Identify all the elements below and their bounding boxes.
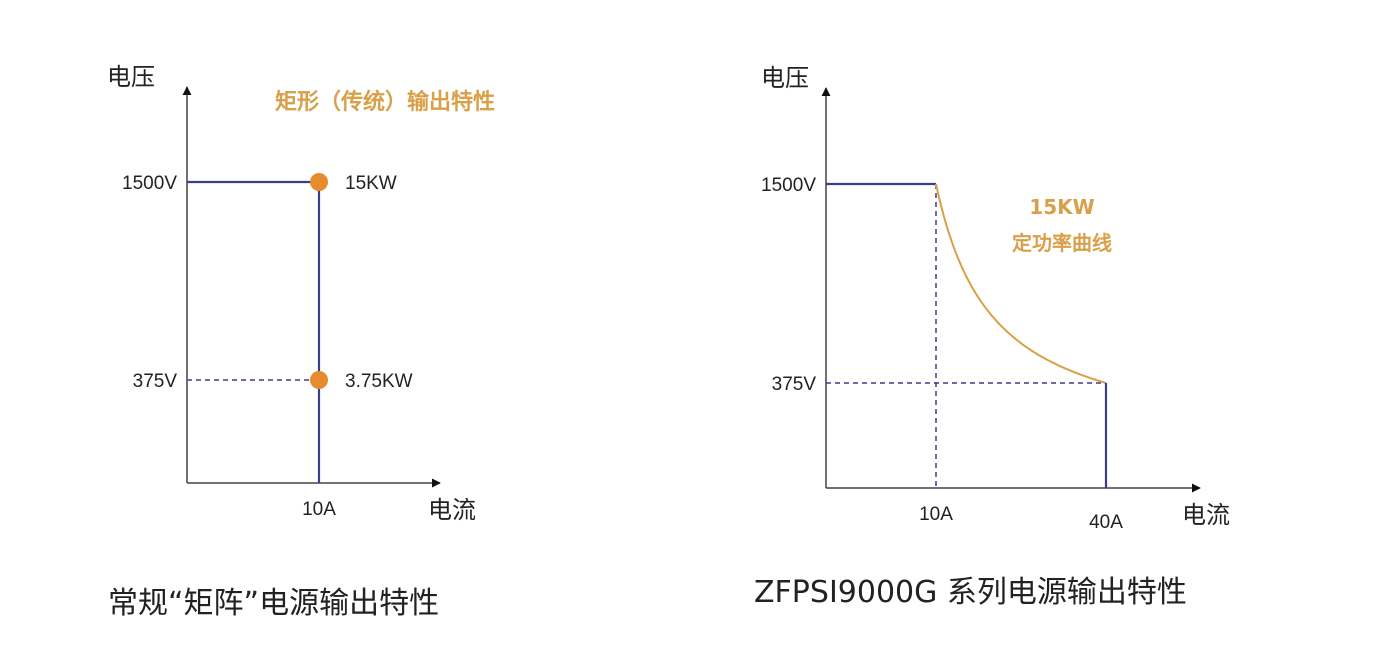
x-tick-label: 10A — [919, 504, 953, 525]
operating-point — [310, 371, 328, 389]
chart-rectangular-output: 电压 电流 1500V 375V 10A 15KW 3.75KW 矩形（传统）输… — [107, 63, 495, 621]
constant-power-curve — [935, 183, 1107, 384]
power-annotation: 3.75KW — [345, 371, 413, 392]
y-axis-label: 电压 — [107, 63, 155, 91]
y-axis-label: 电压 — [761, 64, 809, 92]
x-axis-label: 电流 — [1182, 501, 1230, 529]
power-annotation: 15KW — [345, 173, 397, 194]
chart-zfpsi9000g-output: 电压 电流 1500V 375V 10A 40A 15KW 定功率曲线 ZFPS… — [754, 64, 1230, 610]
caption-right: ZFPSI9000G 系列电源输出特性 — [754, 575, 1187, 610]
y-tick-label: 1500V — [122, 173, 177, 194]
chart-title: 矩形（传统）输出特性 — [275, 89, 495, 115]
operating-point — [310, 173, 328, 191]
y-tick-label: 1500V — [761, 175, 816, 196]
y-tick-label: 375V — [133, 371, 178, 392]
output-characteristic-line — [187, 180, 321, 483]
x-tick-label: 10A — [302, 499, 336, 520]
caption-left: 常规“矩阵”电源输出特性 — [108, 586, 439, 621]
x-axis-label: 电流 — [428, 496, 476, 524]
curve-label-name: 定功率曲线 — [1012, 231, 1112, 255]
curve-label-power: 15KW — [1029, 195, 1094, 219]
y-tick-label: 375V — [772, 374, 817, 395]
x-tick-label: 40A — [1089, 512, 1123, 533]
